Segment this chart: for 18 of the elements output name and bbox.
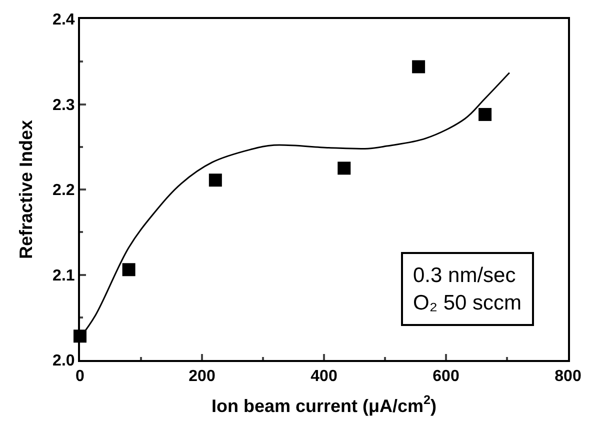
x-tick-label: 200 — [188, 368, 216, 386]
x-tick-label: 0 — [76, 368, 85, 386]
y-tick-label: 2.4 — [52, 12, 75, 29]
point — [478, 108, 492, 121]
x-axis-title: Ion beam current (μA/cm$^{2}$) — [211, 393, 437, 416]
point — [208, 174, 222, 187]
point — [412, 60, 426, 74]
y-tick-label: 2.1 — [52, 267, 75, 284]
x-tick-label: 400 — [310, 368, 338, 386]
y-axis-title: Refractive Index — [16, 120, 36, 260]
y-tick-label: 2.0 — [52, 352, 75, 370]
y-tick-label: 2.3 — [52, 96, 75, 114]
x-tick-label: 600 — [432, 368, 460, 386]
y-tick-label: 2.2 — [52, 182, 75, 200]
x-tick-label: 800 — [554, 368, 582, 386]
point — [122, 263, 136, 276]
annotation: 0.3 nm/sec O₂ 50 sccm — [413, 264, 522, 314]
point — [338, 162, 351, 175]
